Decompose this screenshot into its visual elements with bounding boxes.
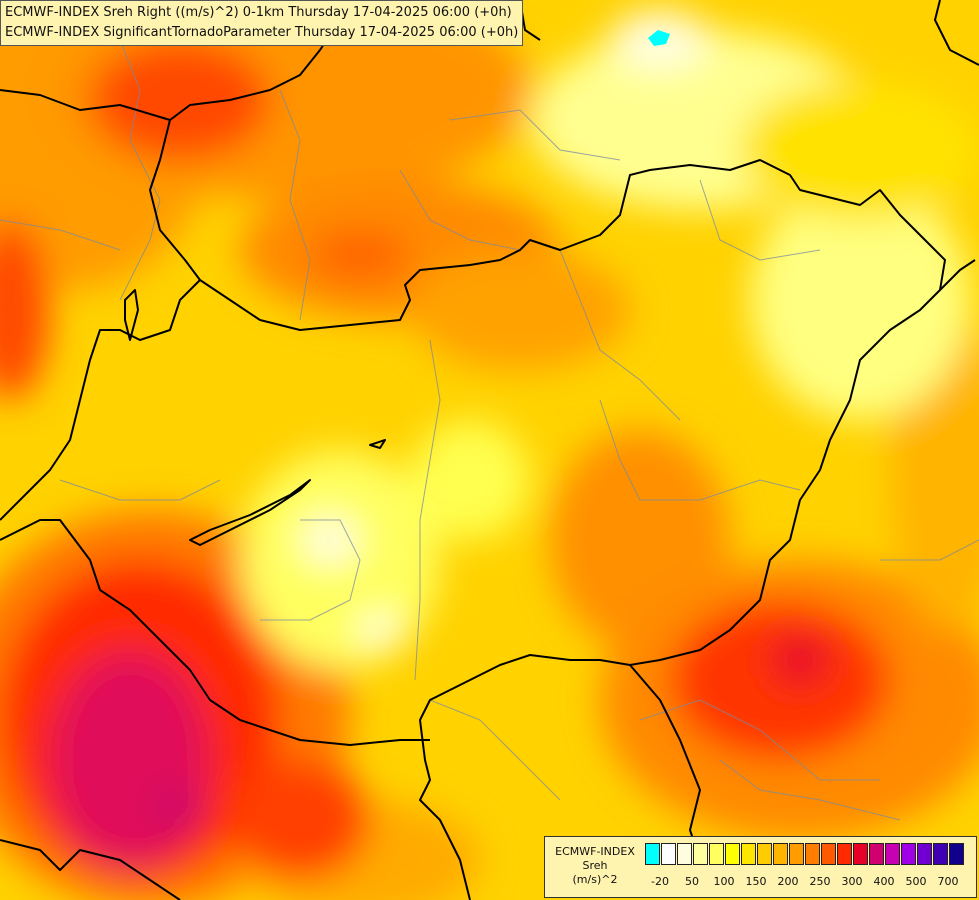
negative-helicity-spot — [648, 30, 670, 46]
legend-source: ECMWF-INDEX — [555, 845, 635, 858]
legend-tick-label: 500 — [905, 875, 927, 888]
map-title-line2: ECMWF-INDEX SignificantTornadoParameter … — [5, 25, 519, 40]
legend-swatch — [709, 843, 724, 865]
legend-swatch — [693, 843, 708, 865]
legend-variable: Sreh — [582, 859, 608, 872]
legend-tick-label: 50 — [685, 875, 699, 888]
legend-swatch — [821, 843, 836, 865]
legend-tick-label: 100 — [713, 875, 735, 888]
legend-tick-label: 300 — [841, 875, 863, 888]
color-legend: ECMWF-INDEX Sreh (m/s)^2 -20 50 100 150 200 2… — [544, 836, 977, 898]
legend-swatch — [933, 843, 948, 865]
map-title-box: ECMWF-INDEX Sreh Right ((m/s)^2) 0-1km T… — [0, 0, 524, 46]
legend-swatch — [837, 843, 852, 865]
legend-title: ECMWF-INDEX Sreh (m/s)^2 — [547, 845, 643, 887]
legend-tick-label: 250 — [809, 875, 831, 888]
legend-tick-label: -20 — [651, 875, 669, 888]
regional-borders — [0, 39, 979, 821]
legend-swatch — [901, 843, 916, 865]
legend-units: (m/s)^2 — [572, 873, 618, 886]
legend-tick-label: 200 — [777, 875, 799, 888]
legend-swatch — [773, 843, 788, 865]
legend-swatch — [661, 843, 676, 865]
map-title-line1: ECMWF-INDEX Sreh Right ((m/s)^2) 0-1km T… — [5, 5, 512, 20]
legend-swatch — [789, 843, 804, 865]
legend-swatch — [917, 843, 932, 865]
legend-swatch — [645, 843, 660, 865]
legend-swatch — [677, 843, 692, 865]
legend-swatch — [853, 843, 868, 865]
legend-swatch — [869, 843, 884, 865]
legend-swatch — [741, 843, 756, 865]
legend-swatch — [725, 843, 740, 865]
legend-tick-label: 150 — [745, 875, 767, 888]
legend-swatch — [949, 843, 964, 865]
legend-tick-label: 400 — [873, 875, 895, 888]
legend-swatch — [757, 843, 772, 865]
legend-tick-label: 700 — [937, 875, 959, 888]
legend-swatch — [885, 843, 900, 865]
legend-swatch — [805, 843, 820, 865]
